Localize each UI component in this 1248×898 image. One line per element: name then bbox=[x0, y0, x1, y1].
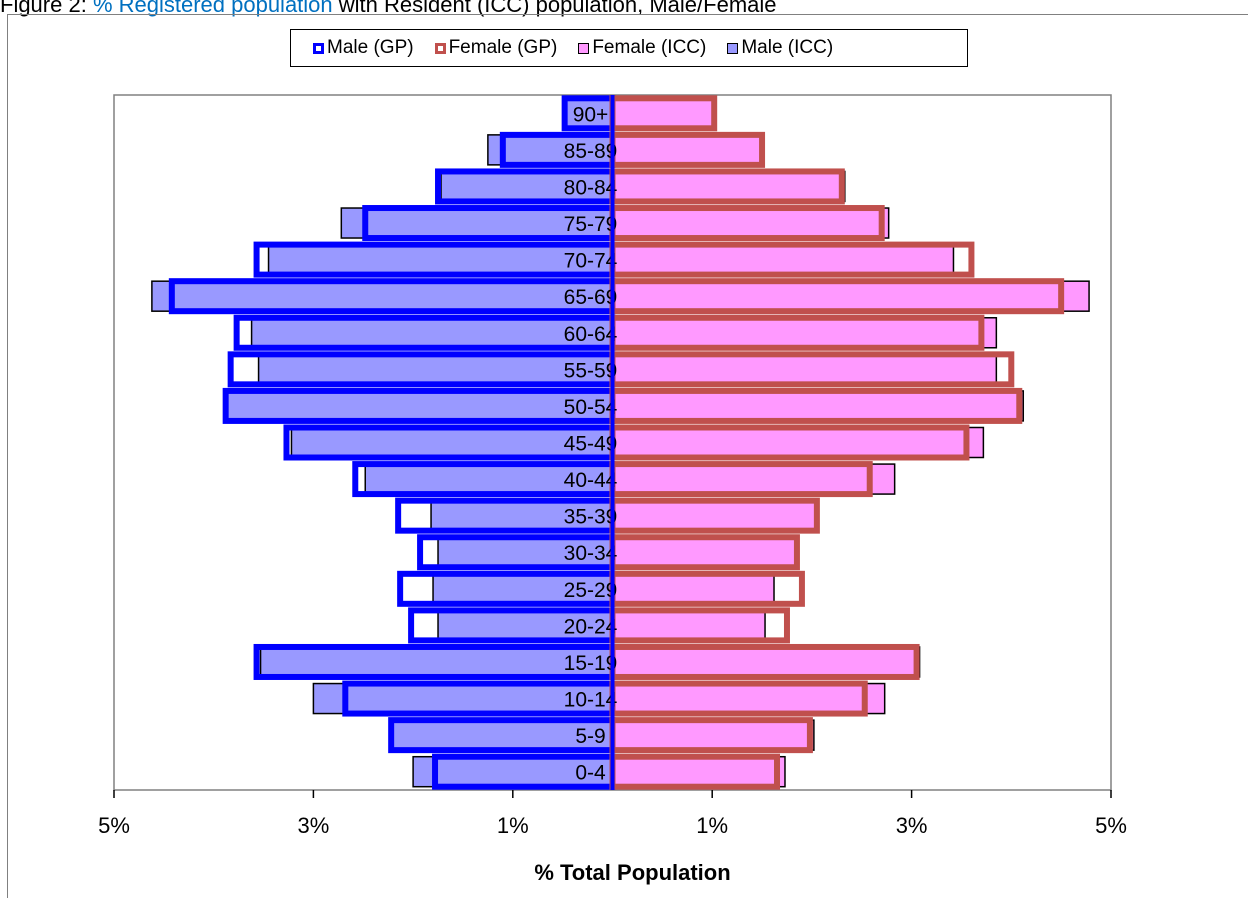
category-label-90+: 90+ bbox=[573, 103, 609, 126]
x-tick-label-0: 5% bbox=[98, 813, 130, 838]
bar-male-icc-30-34 bbox=[437, 536, 614, 568]
legend-item-female-gp: Female (GP) bbox=[434, 37, 558, 59]
x-tick-label-5: 5% bbox=[1095, 813, 1127, 838]
x-axis-title: % Total Population bbox=[534, 860, 730, 885]
x-tick-label-3: 1% bbox=[696, 813, 728, 838]
legend-label: Male (ICC) bbox=[741, 37, 834, 58]
legend-swatch bbox=[727, 42, 739, 54]
bar-male-icc-15-19 bbox=[259, 646, 614, 678]
category-label-80-84: 80-84 bbox=[564, 176, 618, 199]
bar-female-icc-60-64 bbox=[611, 317, 998, 349]
legend-label: Female (ICC) bbox=[592, 37, 707, 58]
chart-legend: Male (GP) Female (GP) Female (ICC) Male (IC… bbox=[290, 29, 968, 67]
legend-item-female-icc: Female (ICC) bbox=[578, 37, 706, 59]
figure-caption: Figure 2: % Registered population with R… bbox=[0, 0, 777, 18]
bar-male-icc-50-54 bbox=[224, 390, 614, 422]
category-label-65-69: 65-69 bbox=[564, 286, 618, 309]
category-label-75-79: 75-79 bbox=[564, 213, 618, 236]
bar-male-icc-45-49 bbox=[290, 426, 614, 459]
category-label-50-54: 50-54 bbox=[564, 396, 618, 419]
category-label-0-4: 0-4 bbox=[575, 762, 606, 785]
x-tick-label-1: 3% bbox=[298, 813, 330, 838]
bar-female-icc-80-84 bbox=[611, 170, 846, 203]
category-label-25-29: 25-29 bbox=[564, 579, 618, 602]
caption-prefix: Figure 2: bbox=[0, 0, 93, 17]
caption-link[interactable]: % Registered population bbox=[92, 0, 333, 17]
category-label-20-24: 20-24 bbox=[564, 615, 618, 638]
bar-female-icc-25-29 bbox=[611, 573, 775, 605]
bar-male-icc-65-69 bbox=[151, 280, 614, 312]
bar-female-icc-35-39 bbox=[611, 499, 818, 532]
category-label-70-74: 70-74 bbox=[564, 250, 618, 273]
legend-item-male-gp: Male (GP) bbox=[313, 37, 414, 59]
legend-label: Male (GP) bbox=[327, 37, 414, 58]
category-label-5-9: 5-9 bbox=[575, 725, 605, 748]
chart-frame bbox=[7, 14, 1248, 898]
bar-male-icc-75-79 bbox=[340, 207, 614, 239]
bar-female-icc-0-4 bbox=[611, 755, 786, 788]
category-label-55-59: 55-59 bbox=[564, 359, 618, 382]
bar-male-icc-60-64 bbox=[250, 317, 614, 349]
bar-female-icc-75-79 bbox=[611, 207, 890, 239]
legend-label: Female (GP) bbox=[448, 37, 558, 58]
legend-item-male-icc: Male (ICC) bbox=[727, 37, 833, 59]
category-label-30-34: 30-34 bbox=[564, 542, 618, 565]
bar-female-icc-55-59 bbox=[611, 353, 998, 386]
bar-female-icc-30-34 bbox=[611, 536, 796, 568]
bar-female-icc-50-54 bbox=[611, 390, 1025, 422]
legend-swatch bbox=[578, 42, 590, 54]
bar-female-icc-15-19 bbox=[611, 646, 921, 678]
legend-swatch bbox=[434, 42, 446, 54]
bar-female-icc-10-14 bbox=[611, 682, 886, 715]
x-tick-label-4: 3% bbox=[896, 813, 928, 838]
category-label-10-14: 10-14 bbox=[564, 689, 618, 712]
bar-female-icc-20-24 bbox=[611, 609, 766, 642]
caption-suffix: with Resident (ICC) population, Male/Fem… bbox=[332, 0, 777, 17]
bar-male-icc-55-59 bbox=[257, 353, 614, 386]
category-label-45-49: 45-49 bbox=[564, 433, 618, 456]
category-label-60-64: 60-64 bbox=[564, 323, 618, 346]
category-label-40-44: 40-44 bbox=[564, 469, 618, 492]
bar-male-icc-70-74 bbox=[267, 243, 614, 276]
bar-female-icc-70-74 bbox=[611, 243, 955, 276]
legend-swatch bbox=[313, 42, 324, 54]
bar-female-icc-90+ bbox=[611, 97, 715, 130]
x-tick-label-2: 1% bbox=[497, 813, 529, 838]
bar-male-icc-25-29 bbox=[432, 573, 614, 605]
bar-male-icc-20-24 bbox=[437, 609, 614, 642]
category-label-35-39: 35-39 bbox=[564, 506, 618, 529]
bar-male-icc-35-39 bbox=[430, 499, 614, 532]
bar-female-icc-65-69 bbox=[611, 280, 1090, 312]
bar-female-icc-40-44 bbox=[611, 463, 896, 495]
category-label-85-89: 85-89 bbox=[564, 140, 618, 163]
category-label-15-19: 15-19 bbox=[564, 652, 618, 675]
bar-female-icc-45-49 bbox=[611, 426, 985, 459]
bar-female-icc-5-9 bbox=[611, 719, 815, 751]
bar-female-icc-85-89 bbox=[611, 134, 763, 166]
